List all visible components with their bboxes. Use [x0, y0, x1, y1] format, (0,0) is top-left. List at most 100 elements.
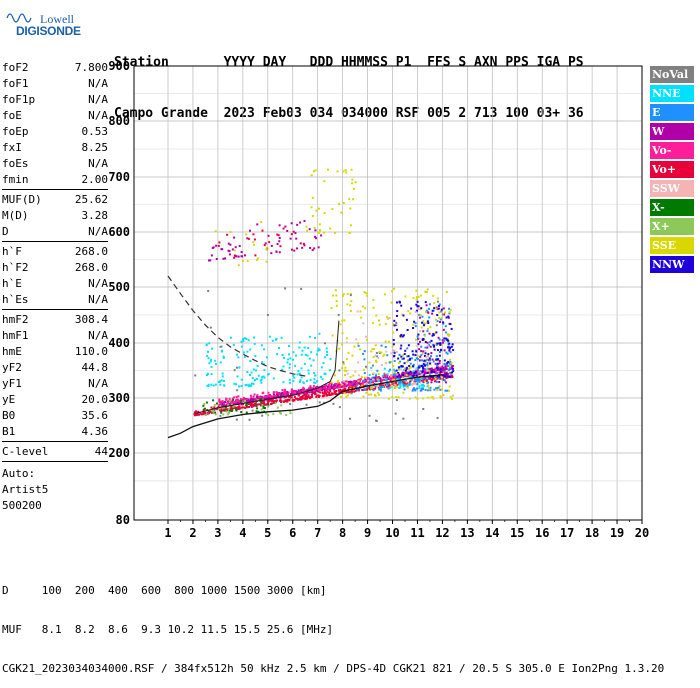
data-point-x	[202, 404, 205, 407]
data-point-sse	[345, 358, 348, 361]
data-point-sse	[390, 360, 393, 363]
data-point-sse	[429, 326, 432, 329]
logo-lowell: Lowell	[40, 12, 74, 26]
data-point-nne	[318, 348, 321, 351]
data-point-vo	[374, 385, 377, 388]
data-point-sse	[345, 395, 348, 398]
data-point-ssw	[372, 386, 375, 389]
data-point-nne	[244, 384, 247, 387]
data-point-vo	[268, 399, 271, 402]
data-point-nnw	[408, 364, 411, 367]
data-point-vo	[300, 397, 303, 400]
data-point-vo	[300, 395, 303, 398]
data-point-vo	[237, 399, 240, 402]
data-point-nne	[291, 358, 294, 361]
data-point-vo	[197, 410, 200, 413]
data-point-e	[393, 359, 396, 362]
data-point-nnw	[395, 301, 398, 304]
data-point-nnw	[451, 343, 454, 346]
data-point-vo	[354, 386, 357, 389]
data-point-vo	[296, 398, 299, 401]
data-point-nne	[369, 382, 372, 385]
data-point-noval	[342, 361, 345, 364]
data-point-w	[249, 229, 252, 232]
data-point-w	[286, 229, 289, 232]
data-point-nne	[241, 345, 244, 348]
data-point-noval	[236, 366, 239, 369]
x-tick-label: 19	[610, 526, 624, 540]
data-point-vo	[391, 381, 394, 384]
data-point-ssw	[426, 344, 429, 347]
data-point-noval	[207, 290, 210, 293]
data-point-ssw	[405, 381, 408, 384]
auto-code: 500200	[2, 499, 42, 512]
data-point-sse	[401, 313, 404, 316]
data-point-vo	[196, 413, 199, 416]
data-point-vo	[233, 256, 236, 259]
data-point-w	[438, 362, 441, 365]
data-point-vo	[225, 397, 228, 400]
data-point-nne	[220, 350, 223, 353]
data-point-sse	[315, 209, 318, 212]
data-point-vo	[341, 381, 344, 384]
data-point-nne	[409, 382, 412, 385]
data-point-e	[428, 303, 431, 306]
data-point-nne	[207, 384, 210, 387]
data-point-noval	[219, 345, 222, 348]
data-point-nne	[238, 366, 241, 369]
data-point-nne	[399, 384, 402, 387]
data-point-e	[438, 351, 441, 354]
data-point-sse	[342, 293, 345, 296]
data-point-sse	[349, 207, 352, 210]
data-point-vo	[328, 394, 331, 397]
data-point-noval	[323, 342, 326, 345]
data-point-nnw	[414, 370, 417, 373]
data-point-w	[427, 368, 430, 371]
data-point-vo	[226, 408, 229, 411]
data-point-nnw	[432, 333, 435, 336]
data-point-sse	[368, 361, 371, 364]
data-point-x	[264, 412, 267, 415]
data-point-vo	[427, 370, 430, 373]
data-point-vo	[290, 388, 293, 391]
data-point-noval	[374, 419, 377, 422]
data-point-nne	[257, 374, 260, 377]
data-point-x	[218, 407, 221, 410]
data-point-w	[315, 237, 318, 240]
data-point-vo	[262, 401, 265, 404]
data-point-vo	[439, 372, 442, 375]
data-point-sse	[343, 319, 346, 322]
data-point-sse	[341, 319, 344, 322]
data-point-w	[222, 403, 225, 406]
data-point-sse	[422, 397, 425, 400]
data-point-vo	[220, 408, 223, 411]
data-point-e	[413, 388, 416, 391]
data-point-vo	[403, 381, 406, 384]
data-point-nnw	[417, 337, 420, 340]
data-point-nnw	[447, 346, 450, 349]
data-point-e	[422, 377, 425, 380]
data-point-sse	[409, 312, 412, 315]
data-point-sse	[396, 385, 399, 388]
data-point-w	[256, 395, 259, 398]
data-point-vo	[349, 390, 352, 393]
data-point-vo	[325, 389, 328, 392]
data-point-vo	[368, 385, 371, 388]
data-point-x	[255, 410, 258, 413]
param-label: foF1	[2, 77, 29, 90]
data-point-sse	[426, 288, 429, 291]
data-point-vo	[406, 382, 409, 385]
data-point-vo	[221, 400, 224, 403]
data-point-vo	[268, 241, 271, 244]
data-point-vo	[311, 393, 314, 396]
data-point-vo	[235, 398, 238, 401]
data-point-nne	[316, 349, 319, 352]
data-point-nne	[263, 376, 266, 379]
data-point-nne	[251, 377, 254, 380]
data-point-sse	[427, 369, 430, 372]
data-point-ssw	[385, 362, 388, 365]
data-point-sse	[341, 332, 344, 335]
data-point-e	[379, 388, 382, 391]
data-point-nne	[206, 384, 209, 387]
y-tick-label: 200	[108, 446, 130, 460]
